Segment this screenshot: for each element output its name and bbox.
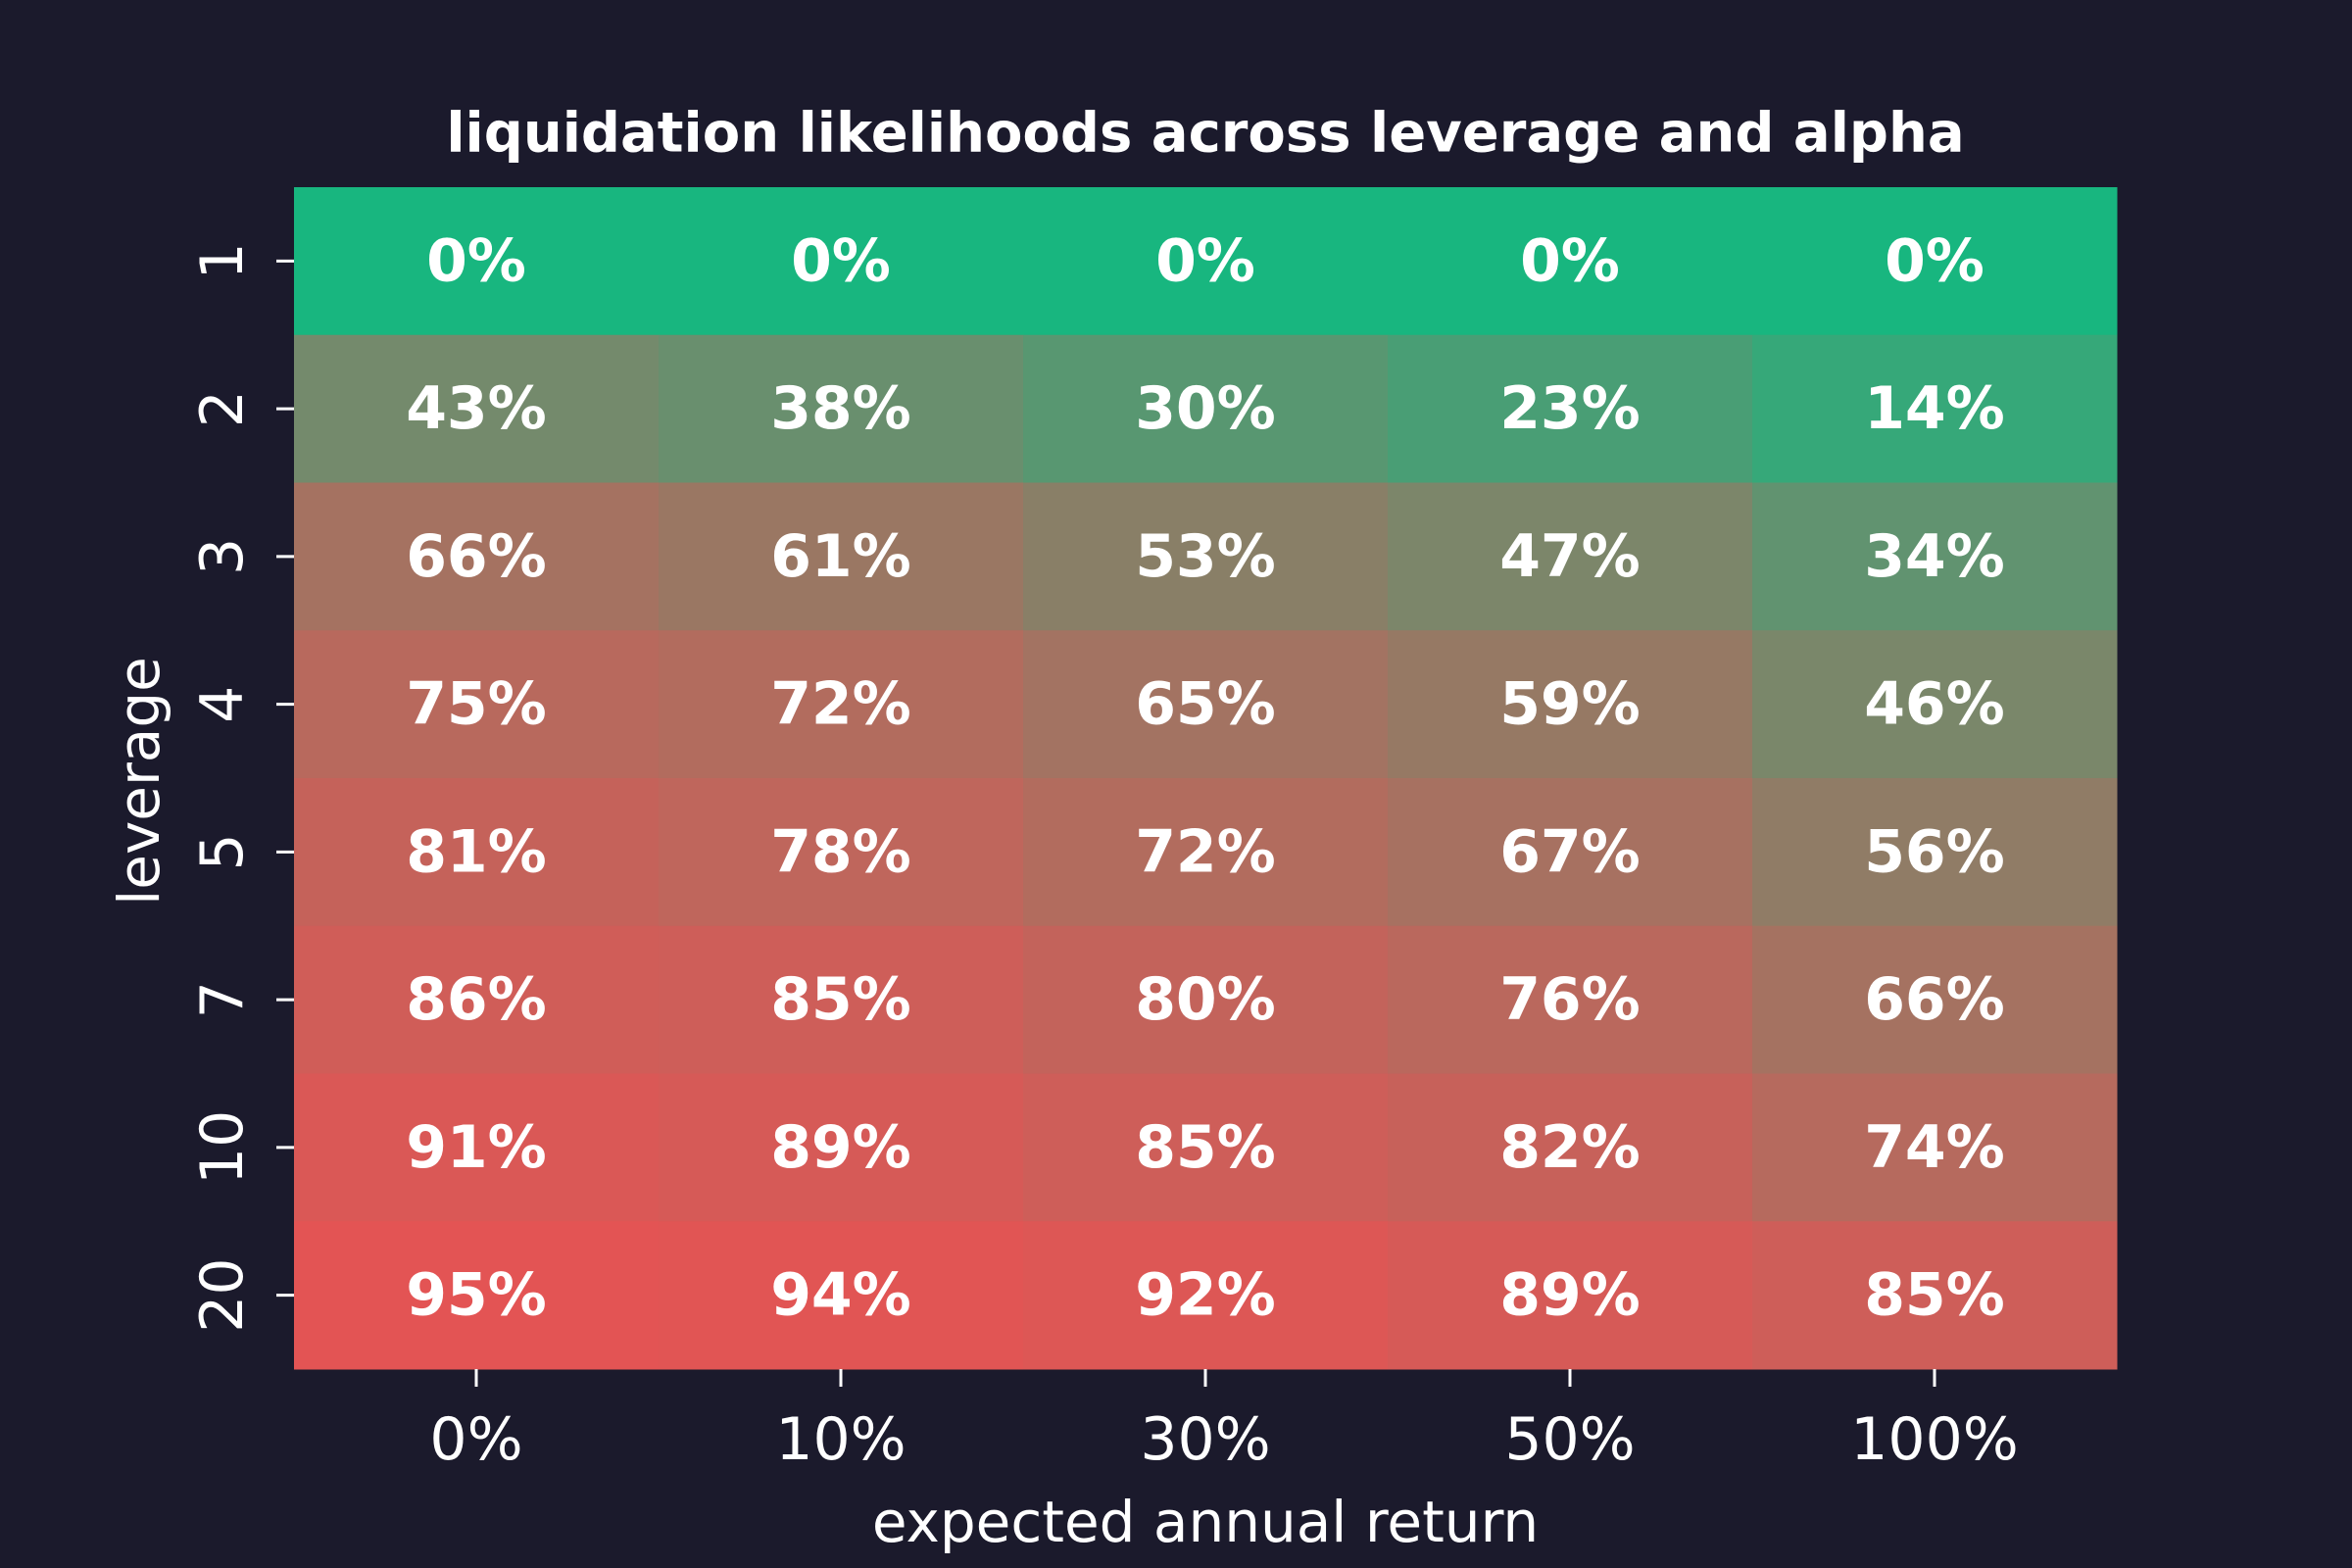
cell-label: 66% [1864,965,2005,1034]
cell-label: 85% [1864,1261,2005,1330]
x-tick-label: 50% [1504,1405,1635,1474]
heatmap-cell [659,334,1024,483]
heatmap-cell [1023,187,1389,336]
heatmap-cell [659,1221,1024,1370]
heatmap-cell [1752,630,2118,779]
heatmap-cell [294,1073,660,1222]
y-tick-label: 10 [188,1110,257,1185]
x-tick-label: 0% [429,1405,522,1474]
cell-label: 0% [791,226,891,295]
heatmap-cell [1023,925,1389,1074]
cell-label: 0% [426,226,526,295]
cell-label: 92% [1135,1261,1276,1330]
heatmap-cell [1023,1221,1389,1370]
heatmap-cell [1752,1073,2118,1222]
heatmap-cell [294,1221,660,1370]
x-tick-label: 30% [1140,1405,1270,1474]
heatmap-cell [294,778,660,927]
cell-label: 30% [1135,374,1276,443]
heatmap-cell [294,482,660,631]
cell-label: 34% [1864,522,2005,591]
heatmap-cell [1752,187,2118,336]
y-tick-label: 2 [188,390,257,427]
cell-label: 89% [770,1113,911,1182]
heatmap-cell [1752,778,2118,927]
cell-label: 66% [406,522,547,591]
cell-label: 59% [1499,670,1641,739]
y-axis-label: leverage [106,657,172,906]
heatmap-cell [1023,778,1389,927]
heatmap-cell [1388,778,1753,927]
heatmap-cell [294,630,660,779]
cell-label: 75% [406,670,547,739]
cell-label: 53% [1135,522,1276,591]
cell-label: 65% [1135,670,1276,739]
cell-label: 56% [1864,817,2005,886]
cell-label: 94% [770,1261,911,1330]
cell-label: 80% [1135,965,1276,1034]
cell-label: 85% [770,965,911,1034]
cell-label: 0% [1520,226,1620,295]
cell-label: 46% [1864,670,2005,739]
cell-label: 23% [1499,374,1641,443]
heatmap-cell [294,334,660,483]
cell-label: 81% [406,817,547,886]
y-tick-label: 3 [188,538,257,575]
x-tick-label: 10% [775,1405,906,1474]
cell-label: 82% [1499,1113,1641,1182]
heatmap-cell [1388,630,1753,779]
cell-label: 76% [1499,965,1641,1034]
heatmap-cell [1023,630,1389,779]
heatmap-cell [1752,925,2118,1074]
heatmap-cell [659,630,1024,779]
y-tick-label: 5 [188,833,257,870]
heatmap-cell [659,778,1024,927]
cell-label: 85% [1135,1113,1276,1182]
cell-label: 89% [1499,1261,1641,1330]
heatmap-cell [1752,334,2118,483]
cell-label: 43% [406,374,547,443]
heatmap-cell [1388,925,1753,1074]
heatmap-cell [1388,1073,1753,1222]
cell-label: 0% [1885,226,1984,295]
y-tick-label: 1 [188,242,257,279]
heatmap-cell [1752,1221,2118,1370]
cell-label: 78% [770,817,911,886]
cell-label: 74% [1864,1113,2005,1182]
cell-label: 0% [1155,226,1255,295]
x-tick-label: 100% [1850,1405,2019,1474]
cell-label: 95% [406,1261,547,1330]
y-tick-label: 4 [188,686,257,723]
cell-label: 67% [1499,817,1641,886]
heatmap-cell [659,1073,1024,1222]
heatmap-cell [1023,1073,1389,1222]
heatmap-cell [1388,482,1753,631]
heatmap-cell [659,482,1024,631]
x-axis-label: expected annual return [872,1489,1539,1555]
cell-label: 72% [1135,817,1276,886]
chart-title: liquidation likelihoods across leverage … [446,102,1964,166]
cell-label: 38% [770,374,911,443]
cell-label: 47% [1499,522,1641,591]
heatmap-cell [1388,334,1753,483]
heatmap-cell [294,925,660,1074]
heatmap-cell [659,925,1024,1074]
heatmap-cell [659,187,1024,336]
heatmap-cell [1752,482,2118,631]
heatmap-cell [1388,187,1753,336]
cell-label: 14% [1864,374,2005,443]
cell-label: 91% [406,1113,547,1182]
heatmap-cell [294,187,660,336]
heatmap-cell [1023,334,1389,483]
y-tick-label: 20 [188,1257,257,1332]
cell-label: 86% [406,965,547,1034]
heatmap-cell [1023,482,1389,631]
cell-label: 72% [770,670,911,739]
cell-label: 61% [770,522,911,591]
y-tick-label: 7 [188,981,257,1018]
heatmap-cell [1388,1221,1753,1370]
